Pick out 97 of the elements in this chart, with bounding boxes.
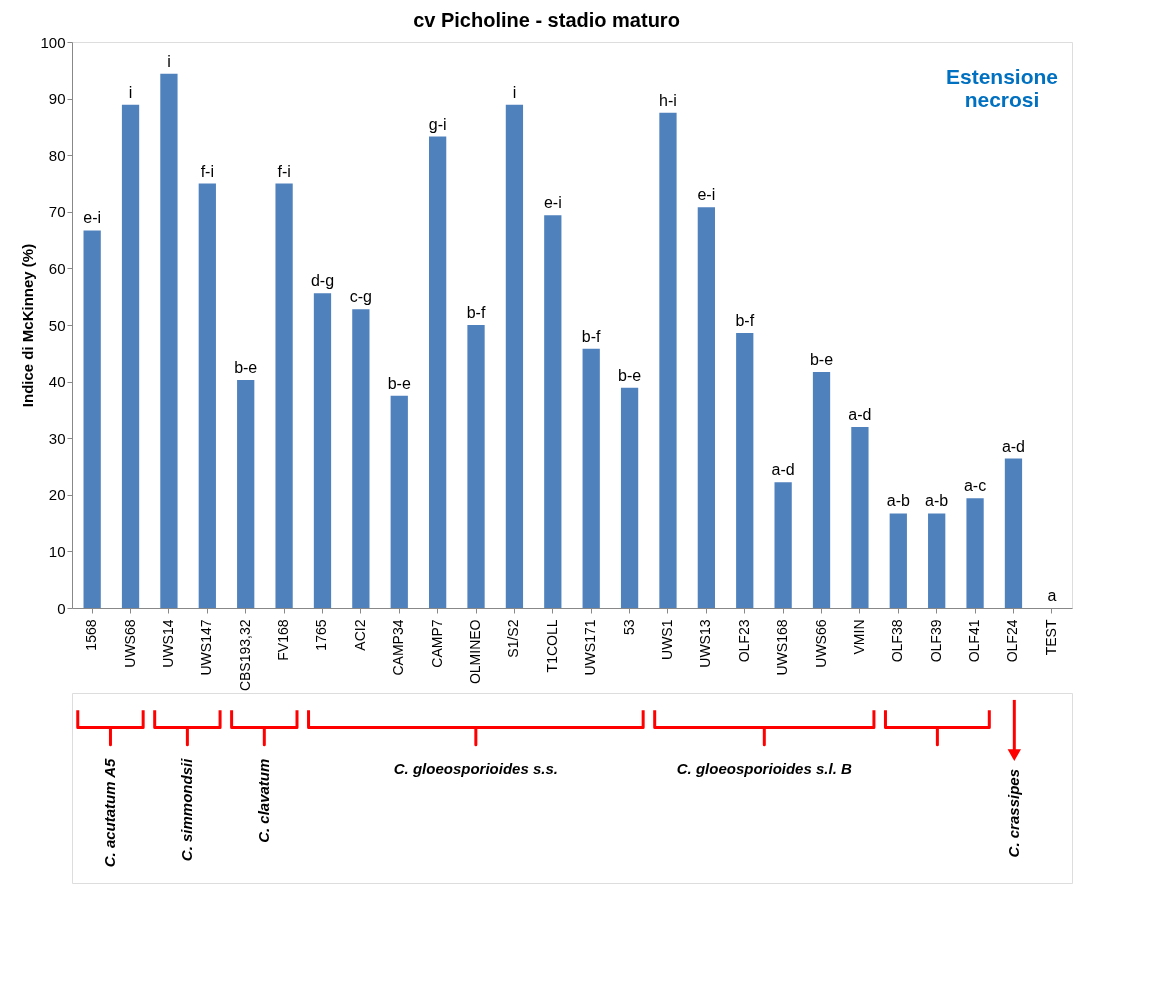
x-tick-label: UWS171 <box>582 619 599 676</box>
bar <box>83 230 101 608</box>
data-label: a-c <box>963 477 987 495</box>
x-tick-label: OLF23 <box>735 619 752 663</box>
x-tick-label: CAMP34 <box>390 619 407 676</box>
x-tick-label: UWS147 <box>198 619 215 676</box>
bar <box>121 104 140 608</box>
bar <box>505 104 524 608</box>
data-label: a-d <box>1001 437 1026 455</box>
data-label: b-e <box>234 358 258 376</box>
y-tick-label: 20 <box>48 486 66 504</box>
data-label: h-i <box>659 91 677 109</box>
bar <box>697 207 715 608</box>
bar <box>1004 458 1023 608</box>
y-tick-label: 90 <box>48 90 66 108</box>
data-label: i <box>128 83 133 101</box>
bar <box>582 348 600 608</box>
data-label: b-f <box>581 327 602 345</box>
data-label: b-f <box>466 304 486 321</box>
data-label: e-i <box>543 194 562 212</box>
y-tick-label: 40 <box>48 373 66 391</box>
text: C. acutatum A5 <box>101 757 119 868</box>
data-label: a-b <box>925 492 949 510</box>
data-label: g-i <box>428 115 447 133</box>
data-label: a-d <box>848 405 872 423</box>
text: C. crassipes <box>1005 769 1023 858</box>
text: C. clavatum <box>255 758 273 843</box>
data-label: b-e <box>387 374 411 392</box>
x-tick-label: UWS66 <box>812 619 829 668</box>
data-label: a-b <box>886 492 910 510</box>
x-tick-label: S1/S2 <box>505 619 522 658</box>
data-label: i <box>512 83 517 101</box>
text: C. gloeosporioides s.s. <box>393 760 558 778</box>
x-tick-label: UWS14 <box>159 619 176 668</box>
x-tick-label: T1COLL <box>543 619 560 673</box>
chart-title: cv Picholine - stadio maturo <box>413 8 680 31</box>
bar <box>160 73 178 608</box>
x-tick-label: 53 <box>620 619 637 636</box>
bar <box>966 498 984 608</box>
data-label: b-f <box>735 311 755 329</box>
x-tick-label: VMIN <box>850 619 867 655</box>
bar <box>889 513 907 608</box>
x-tick-label: 1568 <box>83 619 100 651</box>
bar <box>352 309 370 608</box>
data-label: b-e <box>618 366 642 384</box>
x-tick-label: FV168 <box>275 619 292 661</box>
x-tick-label: UWS1 <box>658 619 675 660</box>
annotation: Estensione necrosi <box>945 65 1059 111</box>
bar <box>851 426 869 608</box>
x-tick-label: OLF38 <box>889 619 906 663</box>
data-label: i <box>167 52 171 70</box>
bar <box>736 332 754 608</box>
x-tick-label: CBS193,32 <box>236 619 253 692</box>
bar <box>429 136 447 608</box>
bar <box>620 387 639 608</box>
x-tick-label: OLMINEO <box>467 619 484 685</box>
y-axis-title: Indice di McKinney (%) <box>19 243 37 408</box>
x-tick-label: OLF24 <box>1004 619 1021 663</box>
x-tick-label: TEST <box>1042 619 1059 656</box>
bar <box>198 183 216 608</box>
bar <box>275 183 293 608</box>
bar <box>928 513 946 608</box>
x-tick-label: 1765 <box>313 619 330 651</box>
data-label: a <box>1047 587 1057 604</box>
y-tick-label: 60 <box>48 259 66 277</box>
x-tick-label: UWS13 <box>697 619 714 668</box>
data-label: a-d <box>771 461 795 479</box>
data-label: e-i <box>83 209 102 227</box>
bar <box>390 395 408 608</box>
bar <box>659 112 677 608</box>
data-label: d-g <box>310 272 335 290</box>
text: C. simmondsii <box>178 757 196 862</box>
bar <box>774 482 792 608</box>
x-tick-label: ACI2 <box>351 619 368 651</box>
y-tick-label: 0 <box>57 599 66 617</box>
x-tick-label: UWS68 <box>121 619 138 668</box>
data-label: e-i <box>697 186 716 204</box>
bar <box>313 293 332 608</box>
text: C. gloeosporioides s.l. B <box>676 760 852 778</box>
y-tick-label: 70 <box>48 203 66 221</box>
bar <box>237 379 255 608</box>
bar <box>467 325 485 608</box>
y-tick-label: 80 <box>48 146 66 164</box>
y-tick-label: 50 <box>48 316 66 334</box>
x-tick-label: CAMP7 <box>428 619 445 668</box>
data-label: f-i <box>277 162 291 180</box>
bar <box>544 215 562 608</box>
y-tick-label: 100 <box>40 33 66 51</box>
bar <box>812 371 831 608</box>
y-tick-label: 10 <box>48 542 66 560</box>
y-tick-label: 30 <box>48 429 66 447</box>
x-tick-label: OLF39 <box>927 619 944 663</box>
data-label: b-e <box>809 350 834 368</box>
x-tick-label: OLF41 <box>966 619 983 663</box>
data-label: c-g <box>349 288 372 306</box>
data-label: f-i <box>200 162 214 180</box>
x-tick-label: UWS168 <box>774 619 791 676</box>
